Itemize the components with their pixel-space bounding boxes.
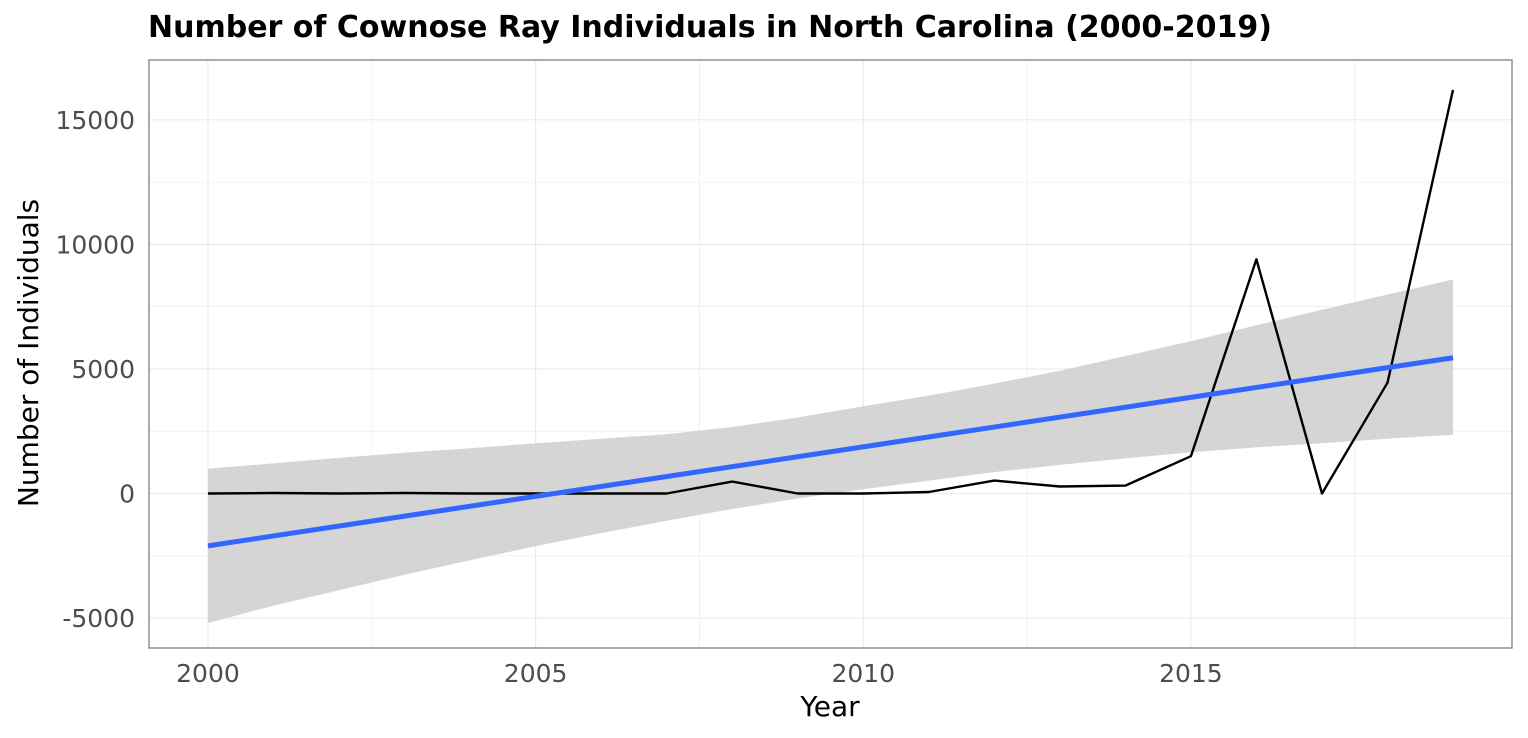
trend-line-layer	[207, 355, 1454, 549]
x-axis-ticks: 2000 2005 2010 2015	[176, 659, 1223, 688]
y-axis-ticks: -5000 0 5000 10000 15000	[55, 106, 135, 633]
y-tick-label: -5000	[62, 604, 135, 633]
y-tick-label: 10000	[55, 230, 135, 259]
x-tick-label: 2015	[1159, 659, 1223, 688]
y-tick-label: 15000	[55, 106, 135, 135]
x-axis-title: Year	[799, 690, 860, 723]
y-axis-title: Number of Individuals	[12, 199, 45, 507]
series-line	[207, 89, 1455, 495]
y-tick-label: 0	[119, 480, 135, 509]
trend-line	[207, 355, 1454, 549]
x-tick-label: 2000	[176, 659, 240, 688]
data-line-layer	[207, 89, 1455, 495]
y-tick-label: 5000	[71, 355, 135, 384]
panel-border	[148, 59, 1513, 649]
x-tick-label: 2010	[831, 659, 895, 688]
chart-title: Number of Cownose Ray Individuals in Nor…	[148, 10, 1272, 45]
x-tick-label: 2005	[504, 659, 568, 688]
